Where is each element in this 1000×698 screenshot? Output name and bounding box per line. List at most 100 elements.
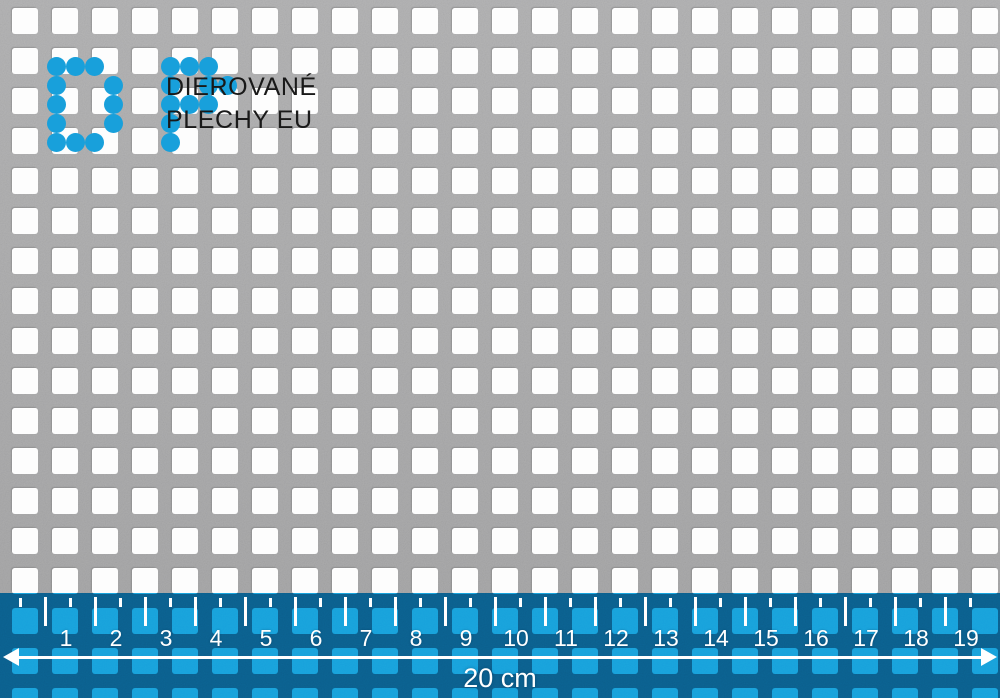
dimension-label: 20 cm: [463, 663, 537, 693]
hole: [92, 48, 118, 74]
hole: [532, 528, 558, 554]
hole: [12, 208, 38, 234]
hole: [612, 448, 638, 474]
hole: [12, 368, 38, 394]
hole: [692, 48, 718, 74]
hole: [132, 128, 158, 154]
hole: [732, 448, 758, 474]
hole: [732, 128, 758, 154]
hole: [572, 368, 598, 394]
hole: [732, 8, 758, 34]
hole: [772, 8, 798, 34]
hole: [372, 328, 398, 354]
hole: [972, 128, 998, 154]
hole: [172, 448, 198, 474]
hole: [292, 528, 318, 554]
hole: [172, 368, 198, 394]
hole: [492, 568, 518, 594]
hole: [532, 288, 558, 314]
hole: [732, 328, 758, 354]
hole: [172, 328, 198, 354]
hole: [452, 48, 478, 74]
hole: [92, 168, 118, 194]
hole: [332, 48, 358, 74]
hole: [692, 408, 718, 434]
hole: [412, 288, 438, 314]
hole: [852, 168, 878, 194]
hole: [332, 88, 358, 114]
hole: [52, 328, 78, 354]
hole: [52, 568, 78, 594]
hole: [692, 528, 718, 554]
hole: [572, 248, 598, 274]
hole: [652, 448, 678, 474]
hole: [292, 408, 318, 434]
hole: [12, 48, 38, 74]
hole: [132, 408, 158, 434]
hole: [972, 88, 998, 114]
hole: [52, 88, 78, 114]
hole: [692, 448, 718, 474]
hole: [572, 488, 598, 514]
hole: [52, 408, 78, 434]
hole: [692, 208, 718, 234]
hole: [92, 488, 118, 514]
hole: [852, 88, 878, 114]
hole: [852, 528, 878, 554]
hole: [772, 488, 798, 514]
hole: [332, 528, 358, 554]
hole: [572, 208, 598, 234]
hole: [372, 168, 398, 194]
arrow-left-icon: [3, 648, 19, 666]
hole: [892, 288, 918, 314]
hole: [12, 488, 38, 514]
hole: [612, 288, 638, 314]
hole: [732, 88, 758, 114]
hole: [812, 208, 838, 234]
hole: [652, 8, 678, 34]
hole: [892, 368, 918, 394]
hole: [52, 208, 78, 234]
hole: [572, 408, 598, 434]
hole: [732, 408, 758, 434]
hole: [652, 248, 678, 274]
hole: [892, 48, 918, 74]
tick-minor: [319, 598, 322, 607]
hole: [812, 288, 838, 314]
hole: [892, 88, 918, 114]
hole: [212, 408, 238, 434]
hole: [572, 88, 598, 114]
hole: [652, 488, 678, 514]
hole: [412, 448, 438, 474]
hole: [492, 488, 518, 514]
hole: [292, 368, 318, 394]
hole: [612, 488, 638, 514]
hole: [492, 208, 518, 234]
hole: [852, 128, 878, 154]
hole: [892, 488, 918, 514]
hole: [52, 248, 78, 274]
hole: [692, 328, 718, 354]
hole: [652, 168, 678, 194]
hole: [772, 248, 798, 274]
hole: [652, 208, 678, 234]
hole: [252, 528, 278, 554]
hole: [692, 168, 718, 194]
hole: [52, 288, 78, 314]
hole: [252, 248, 278, 274]
hole: [652, 408, 678, 434]
hole: [412, 208, 438, 234]
hole: [812, 528, 838, 554]
hole: [612, 408, 638, 434]
hole: [52, 368, 78, 394]
hole: [772, 288, 798, 314]
hole: [212, 248, 238, 274]
hole: [772, 408, 798, 434]
hole: [132, 528, 158, 554]
hole: [972, 488, 998, 514]
hole: [212, 448, 238, 474]
hole: [772, 368, 798, 394]
hole: [812, 368, 838, 394]
hole: [732, 488, 758, 514]
